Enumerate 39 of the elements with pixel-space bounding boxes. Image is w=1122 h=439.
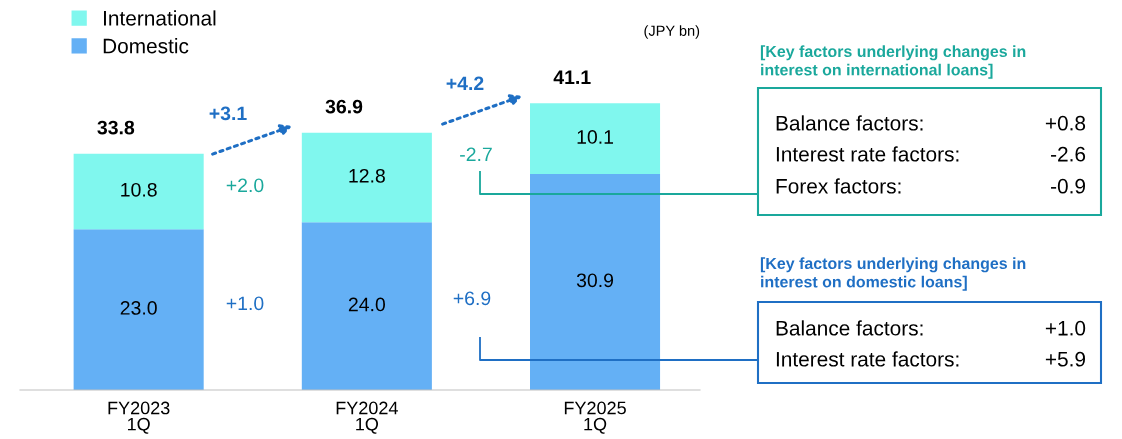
text: Interest rate factors: xyxy=(776,146,959,162)
text: -2.6 xyxy=(1051,146,1086,162)
bar xyxy=(301,132,432,223)
text: Forex factors: xyxy=(776,178,901,194)
x-tick-label: FY2024 1Q xyxy=(336,401,398,434)
legend-label: Domestic xyxy=(103,38,189,54)
text: +1.0 xyxy=(1045,320,1086,336)
text: Balance factors: xyxy=(776,115,923,131)
total-label: 36.9 xyxy=(325,99,363,114)
data-label: 23.0 xyxy=(120,301,157,315)
text: +0.8 xyxy=(1045,115,1086,131)
x-tick-label: FY2025 1Q xyxy=(564,401,626,434)
annotation: +6.9 xyxy=(453,291,491,306)
legend-label: International xyxy=(104,10,216,26)
data-label: 12.8 xyxy=(349,168,385,183)
bar xyxy=(73,229,204,390)
text: +5.9 xyxy=(1045,351,1086,367)
annotation: +3.1 xyxy=(209,106,247,121)
data-label: 30.9 xyxy=(576,273,614,288)
annotation: +1.0 xyxy=(226,296,264,311)
total-label: 41.1 xyxy=(553,70,591,84)
data-label: 10.1 xyxy=(577,130,614,144)
text: (JPY bn) xyxy=(644,25,700,39)
text: Balance factors: xyxy=(776,320,923,336)
bar xyxy=(530,173,661,390)
text: Interest rate factors: xyxy=(776,351,959,367)
text: [Key factors underlying changes in interest on domestic loans] xyxy=(760,257,1026,291)
data-label: 10.8 xyxy=(121,182,157,197)
data-label: 24.0 xyxy=(348,297,386,312)
annotation: -2.7 xyxy=(460,147,492,162)
bar xyxy=(301,222,432,390)
text: +4.2 xyxy=(446,76,484,91)
total-label: 33.8 xyxy=(97,120,135,135)
annotation: +2.0 xyxy=(226,178,264,193)
text: -0.9 xyxy=(1051,178,1086,194)
bar xyxy=(530,103,661,174)
text: [Key factors underlying changes in interest on international loans] xyxy=(760,45,1026,79)
bar xyxy=(73,153,204,230)
x-tick-label: FY2023 1Q xyxy=(108,401,170,434)
